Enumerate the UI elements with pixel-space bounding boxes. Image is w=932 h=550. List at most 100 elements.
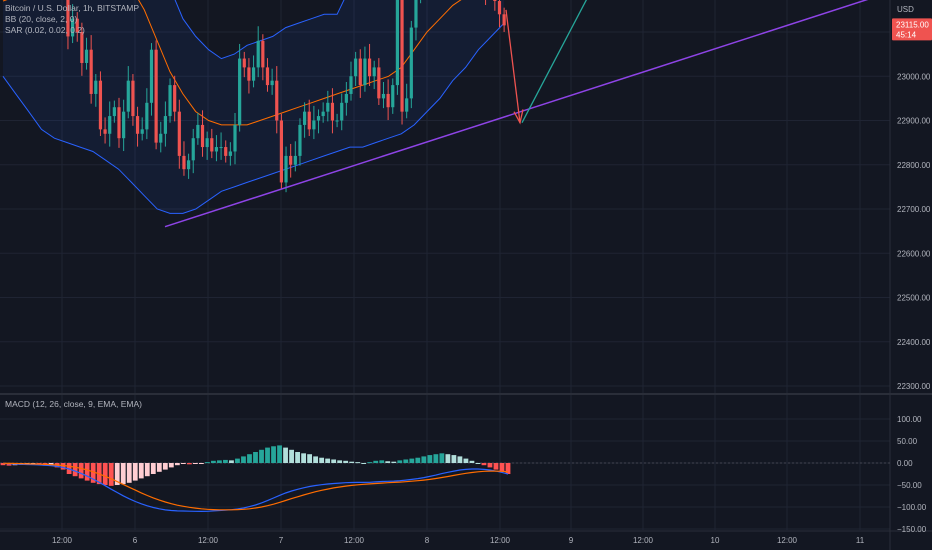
- candle-body: [340, 102, 344, 121]
- candle-body: [66, 0, 70, 37]
- candle-body: [344, 93, 348, 103]
- candle-body: [400, 0, 404, 112]
- candle-body: [367, 58, 372, 77]
- macd-histogram-bar: [0, 463, 6, 466]
- symbol-legend[interactable]: Bitcoin / U.S. Dollar, 1h, BITSTAMP: [5, 3, 139, 13]
- macd-histogram-bar: [445, 454, 451, 463]
- macd-line: [2, 462, 509, 513]
- macd-histogram-bar: [475, 463, 481, 464]
- candle-body: [377, 67, 381, 99]
- candle-body: [298, 124, 302, 156]
- candle-body: [103, 129, 107, 134]
- bb-basis-line: [2, 0, 462, 126]
- candle-body: [293, 155, 297, 165]
- candle-body: [354, 58, 358, 77]
- macd-histogram-bar: [391, 461, 397, 463]
- candle-body: [502, 14, 506, 26]
- macd-axis-tick: 50.00: [897, 437, 918, 446]
- macd-histogram-bar: [90, 463, 96, 483]
- candle-body: [112, 107, 116, 117]
- sar-legend[interactable]: SAR (0.02, 0.02, 0.2): [5, 25, 85, 35]
- candle-body: [168, 85, 172, 117]
- macd-histogram-bar: [469, 460, 475, 463]
- candle-body: [270, 80, 274, 86]
- macd-histogram-bar: [337, 460, 343, 463]
- macd-histogram-bar: [277, 445, 282, 463]
- candle-body: [89, 49, 93, 94]
- candle-body: [163, 116, 167, 134]
- candle-body: [312, 120, 316, 130]
- candle-body: [145, 102, 149, 130]
- candle-body: [497, 1, 502, 15]
- candle-body: [177, 111, 181, 156]
- candle-body: [363, 58, 367, 86]
- macd-histogram-bar: [114, 463, 120, 485]
- candle-body: [251, 67, 256, 81]
- candle-body: [265, 67, 270, 86]
- candle-body: [493, 0, 497, 2]
- macd-histogram-bar: [168, 463, 174, 468]
- forecast-arrowhead-down: [513, 109, 524, 125]
- candle-body: [256, 40, 260, 68]
- macd-histogram-bar: [247, 454, 252, 463]
- macd-histogram-bar: [493, 463, 499, 470]
- candle-body: [261, 40, 265, 68]
- macd-histogram-bar: [235, 458, 240, 463]
- time-axis-tick: 12:00: [52, 536, 73, 545]
- candle-body: [395, 0, 399, 86]
- macd-histogram-bar: [211, 460, 216, 463]
- bb-legend[interactable]: BB (20, close, 2, 0): [5, 14, 78, 24]
- candle-body: [321, 111, 325, 117]
- macd-histogram-bar: [319, 457, 325, 463]
- time-axis-tick: 9: [569, 536, 574, 545]
- currency-label: USD: [897, 5, 914, 14]
- macd-histogram-bar: [186, 463, 192, 465]
- macd-signal-line: [2, 462, 509, 511]
- macd-histogram-bar: [144, 463, 150, 477]
- macd-histogram-bar: [361, 463, 367, 464]
- candle-body: [326, 102, 330, 112]
- macd-histogram-bar: [265, 447, 270, 463]
- candle-body: [71, 18, 75, 37]
- candle-body: [247, 67, 251, 81]
- candle-body: [386, 93, 390, 108]
- time-axis-tick: 6: [133, 536, 138, 545]
- macd-legend[interactable]: MACD (12, 26, close, 9, EMA, EMA): [5, 399, 142, 409]
- candle-body: [414, 0, 418, 28]
- candle-body: [154, 49, 158, 143]
- macd-histogram-bar: [6, 463, 12, 466]
- macd-histogram-bar: [108, 463, 114, 486]
- candle-body: [191, 138, 195, 161]
- candle-body: [303, 111, 307, 125]
- macd-axis-tick: −50.00: [897, 481, 922, 490]
- last-price-value: 23115.00: [896, 20, 929, 29]
- macd-histogram-bar: [409, 458, 415, 463]
- candle-body: [117, 107, 121, 139]
- macd-histogram-bar: [78, 463, 84, 479]
- macd-histogram-bar: [289, 449, 294, 463]
- macd-histogram-bar: [313, 456, 319, 463]
- candle-body: [214, 147, 219, 152]
- candle-body: [84, 49, 89, 63]
- candle-body: [233, 124, 237, 152]
- macd-histogram-bar: [229, 460, 234, 463]
- candle-body: [335, 120, 339, 122]
- candle-body: [358, 58, 362, 86]
- macd-histogram-bar: [433, 454, 439, 463]
- candle-body: [224, 147, 228, 156]
- macd-histogram-bar: [481, 463, 487, 466]
- price-axis-tick: 22900.00: [897, 117, 931, 126]
- macd-histogram-bar: [451, 455, 457, 463]
- candle-body: [279, 120, 283, 183]
- candle-body: [284, 155, 288, 183]
- forecast-arrow-up: [521, 0, 588, 124]
- candle-body: [200, 124, 205, 148]
- bb-upper-line: [174, 0, 345, 60]
- price-axis-tick: 22300.00: [897, 382, 931, 391]
- time-axis-tick: 11: [856, 536, 865, 545]
- macd-histogram-bar: [162, 463, 168, 470]
- candle-body: [409, 27, 413, 99]
- macd-histogram-bar: [138, 463, 144, 479]
